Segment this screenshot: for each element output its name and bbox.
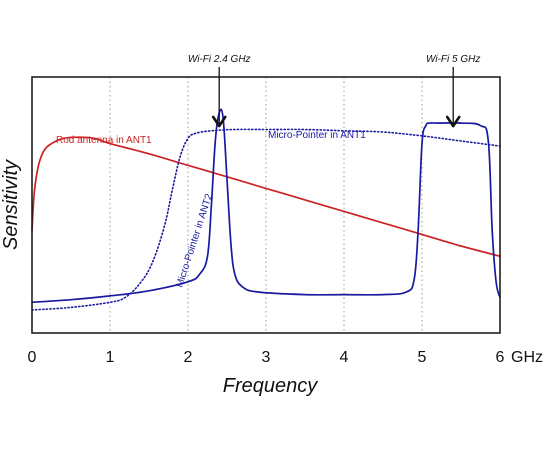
y-axis-label: Sensitivity bbox=[0, 159, 22, 250]
series-label-micro-pointer-in-ant1: Micro-Pointer in ANT1 bbox=[268, 130, 366, 141]
x-tick-label-4: 4 bbox=[340, 349, 349, 366]
x-tick-label-5: 5 bbox=[418, 349, 427, 366]
band-annotations: Wi-Fi 2.4 GHz Wi-Fi 5 GHz bbox=[188, 54, 480, 128]
series-label-rod-antenna-in-ant1: Rod antenna in ANT1 bbox=[56, 135, 152, 146]
plot-frame bbox=[31, 76, 501, 334]
x-tick-labels: 0 1 2 3 4 5 6 GHz bbox=[28, 349, 543, 366]
annotation-label-1: Wi-Fi 5 GHz bbox=[426, 54, 480, 65]
x-axis-label: Frequency bbox=[223, 375, 318, 397]
series-line-micro-pointer-in-ant2 bbox=[31, 108, 501, 304]
annotation-label-0: Wi-Fi 2.4 GHz bbox=[188, 54, 251, 65]
series-line-rod-antenna-in-ant1 bbox=[31, 136, 501, 258]
annotation-arrow-head-1 bbox=[445, 115, 461, 128]
x-tick-label-1: 1 bbox=[106, 349, 115, 366]
annotation-arrow-head-0 bbox=[211, 115, 227, 128]
series-lines bbox=[31, 108, 501, 311]
series-line-micro-pointer-in-ant1 bbox=[31, 128, 501, 311]
x-tick-label-2: 2 bbox=[184, 349, 193, 366]
x-unit-label: GHz bbox=[511, 349, 543, 366]
x-tick-label-0: 0 bbox=[28, 349, 37, 366]
x-tick-label-6: 6 bbox=[496, 349, 505, 366]
x-tick-label-3: 3 bbox=[262, 349, 271, 366]
